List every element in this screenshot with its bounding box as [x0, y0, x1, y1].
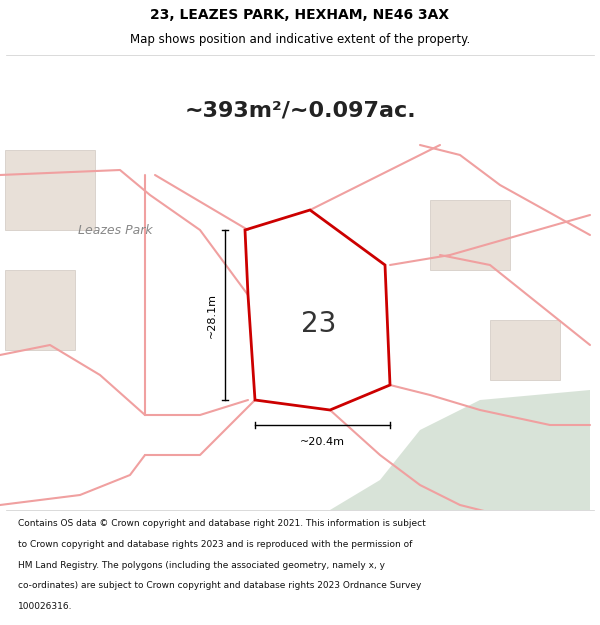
Text: co-ordinates) are subject to Crown copyright and database rights 2023 Ordnance S: co-ordinates) are subject to Crown copyr… — [18, 581, 421, 591]
FancyBboxPatch shape — [5, 270, 75, 350]
Text: HM Land Registry. The polygons (including the associated geometry, namely x, y: HM Land Registry. The polygons (includin… — [18, 561, 385, 570]
FancyBboxPatch shape — [5, 150, 95, 230]
Text: to Crown copyright and database rights 2023 and is reproduced with the permissio: to Crown copyright and database rights 2… — [18, 540, 412, 549]
Text: ~20.4m: ~20.4m — [300, 437, 345, 447]
Text: ~393m²/~0.097ac.: ~393m²/~0.097ac. — [184, 100, 416, 120]
Text: ~28.1m: ~28.1m — [207, 292, 217, 338]
Text: Leazes Park: Leazes Park — [77, 224, 152, 236]
Text: Map shows position and indicative extent of the property.: Map shows position and indicative extent… — [130, 33, 470, 46]
Text: 23, LEAZES PARK, HEXHAM, NE46 3AX: 23, LEAZES PARK, HEXHAM, NE46 3AX — [151, 8, 449, 22]
Text: 23: 23 — [301, 309, 337, 338]
Text: Contains OS data © Crown copyright and database right 2021. This information is : Contains OS data © Crown copyright and d… — [18, 519, 426, 528]
FancyBboxPatch shape — [430, 200, 510, 270]
FancyBboxPatch shape — [490, 320, 560, 380]
Text: 100026316.: 100026316. — [18, 602, 73, 611]
Polygon shape — [330, 390, 590, 510]
